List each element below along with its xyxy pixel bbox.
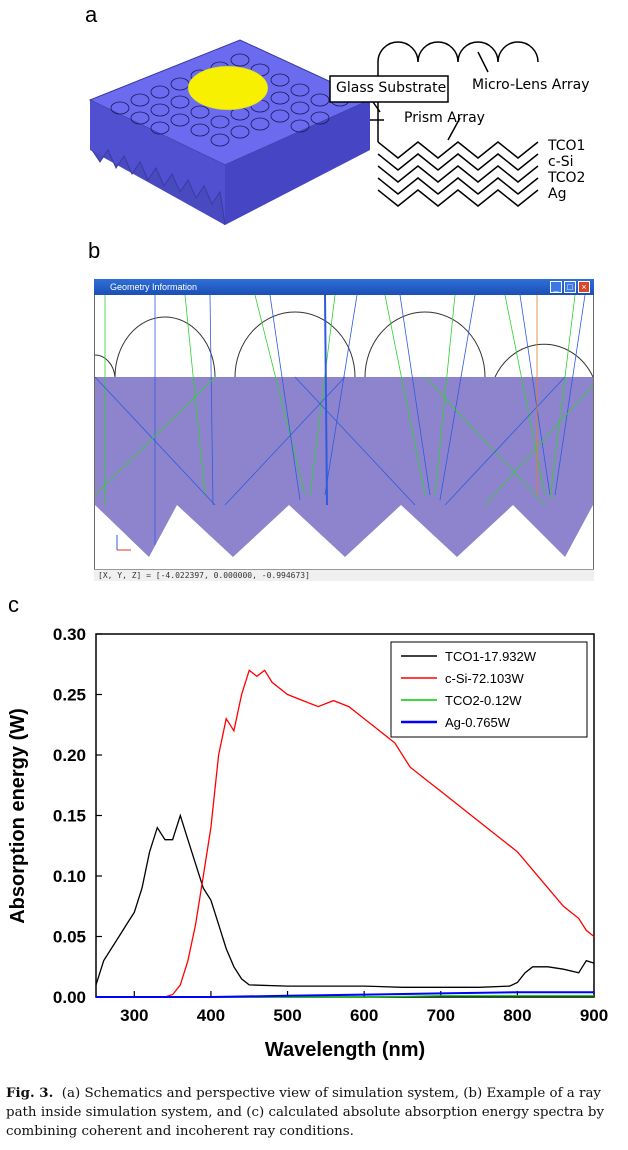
x-tick-label: 900 (580, 1006, 608, 1025)
x-axis-ticks: 300 400 500 600 700 800 900 (120, 991, 608, 1025)
ag-label: Ag (548, 186, 567, 202)
status-bar: [X, Y, Z] = [-4.022397, 0.000000, -0.994… (94, 569, 594, 581)
ray-trace-canvas (95, 295, 593, 557)
legend-entry: TCO1-17.932W (445, 649, 537, 664)
micro-lens-array-label: Micro-Lens Array (472, 77, 590, 93)
window-title: Geometry Information (110, 282, 198, 292)
x-tick-label: 400 (197, 1006, 225, 1025)
legend-entry: TCO2-0.12W (445, 693, 522, 708)
close-button[interactable]: × (578, 281, 590, 293)
csi-label: c-Si (548, 154, 574, 170)
y-tick-label: 0.20 (53, 746, 86, 765)
cross-section-diagram (329, 41, 539, 207)
chart-legend: TCO1-17.932W c-Si-72.103W TCO2-0.12W Ag-0.7… (390, 641, 588, 738)
x-axis-label: Wavelength (nm) (265, 1039, 425, 1061)
figure-caption: Fig. 3. (a) Schematics and perspective v… (6, 1084, 622, 1141)
x-tick-label: 500 (273, 1006, 301, 1025)
glass-body (95, 377, 593, 557)
absorption-chart: 0.00 0.05 0.10 0.15 0.20 0.25 0.30 300 400 500 60… (7, 625, 608, 1061)
substrate-3d-block (88, 39, 372, 226)
caption-label: Fig. 3. (6, 1085, 54, 1101)
y-tick-label: 0.00 (53, 988, 86, 1007)
panel-label-c: c (8, 592, 19, 617)
window-title-bar: Geometry Information _ □ × (94, 279, 594, 295)
y-axis-ticks: 0.00 0.05 0.10 0.15 0.20 0.25 0.30 (53, 625, 102, 1007)
minimize-button[interactable]: _ (550, 281, 562, 293)
series-line-1 (95, 813, 595, 988)
panel-label-a: a (85, 2, 98, 27)
y-tick-label: 0.25 (53, 686, 86, 705)
series-line-4 (96, 991, 594, 998)
glass-substrate-label: Glass Substrate (336, 80, 447, 96)
x-tick-label: 300 (120, 1006, 148, 1025)
legend-entry: Ag-0.765W (445, 715, 511, 730)
panel-label-b: b (88, 238, 101, 263)
tco1-label: TCO1 (548, 138, 586, 154)
legend-entry: c-Si-72.103W (445, 671, 524, 686)
panel-a-schematic (88, 39, 539, 226)
ray-paths (95, 295, 593, 545)
series-line-2 (164, 669, 595, 998)
prism-array-label: Prism Array (404, 110, 485, 126)
y-tick-label: 0.10 (53, 867, 86, 886)
y-tick-label: 0.30 (53, 625, 86, 644)
maximize-button[interactable]: □ (564, 281, 576, 293)
x-tick-label: 700 (427, 1006, 455, 1025)
caption-text: (a) Schematics and perspective view of s… (6, 1086, 605, 1139)
y-tick-label: 0.15 (53, 807, 86, 826)
x-tick-label: 600 (350, 1006, 378, 1025)
illumination-spot (187, 65, 269, 111)
axis-gizmo (116, 535, 131, 551)
y-axis-label: Absorption energy (W) (7, 708, 29, 924)
y-tick-label: 0.05 (53, 928, 86, 947)
x-tick-label: 800 (503, 1006, 531, 1025)
tco2-label: TCO2 (548, 170, 586, 186)
lens-arcs (95, 311, 593, 378)
chart-series (95, 669, 595, 998)
